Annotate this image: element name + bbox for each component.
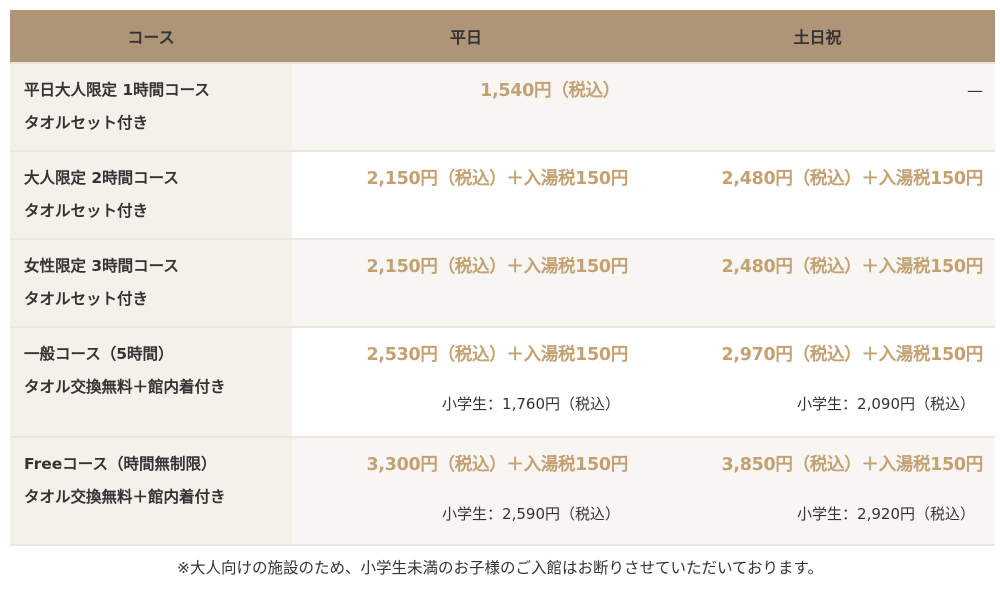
course-name: 一般コース（5時間） xyxy=(24,345,174,363)
course-name: 女性限定 3時間コース xyxy=(24,257,179,275)
footnote: ※大人向けの施設のため、小学生未満のお子様のご入館はお断りさせていただいておりま… xyxy=(176,559,823,577)
weekday-price: 2,530円（税込）＋入湯税150円 xyxy=(366,345,629,365)
weekday-price: 1,540円（税込） xyxy=(480,81,620,101)
weekday-price: 2,150円（税込）＋入湯税150円 xyxy=(366,257,629,277)
course-name: 平日大人限定 1時間コース xyxy=(24,81,210,99)
weekend-price: 2,480円（税込）＋入湯税150円 xyxy=(721,257,984,277)
weekend-price: 3,850円（税込）＋入湯税150円 xyxy=(721,455,984,475)
table-row: 女性限定 3時間コース タオルセット付き 2,150円（税込）＋入湯税150円 2… xyxy=(10,239,995,328)
course-sub: タオルセット付き xyxy=(24,114,149,132)
weekend-child-price: 小学生：2,090円（税込） xyxy=(797,395,975,413)
weekend-price: — xyxy=(967,81,983,100)
course-cell: 大人限定 2時間コース タオルセット付き xyxy=(10,151,292,240)
table-row: 一般コース（5時間） タオル交換無料＋館内着付き 2,530円（税込）＋入湯税15… xyxy=(10,327,995,438)
table-row: Freeコース（時間無制限） タオル交換無料＋館内着付き 3,300円（税込）＋入… xyxy=(10,437,995,546)
table-row: 平日大人限定 1時間コース タオルセット付き 1,540円（税込） — xyxy=(10,63,995,152)
weekend-child-price: 小学生：2,920円（税込） xyxy=(797,505,975,523)
weekday-price: 3,300円（税込）＋入湯税150円 xyxy=(366,455,629,475)
course-name: 大人限定 2時間コース xyxy=(24,169,179,187)
course-sub: タオル交換無料＋館内着付き xyxy=(24,488,226,506)
weekend-price: 2,970円（税込）＋入湯税150円 xyxy=(721,345,984,365)
course-cell: 平日大人限定 1時間コース タオルセット付き xyxy=(10,63,292,152)
weekday-child-price: 小学生：2,590円（税込） xyxy=(442,505,620,523)
course-sub: タオル交換無料＋館内着付き xyxy=(24,378,226,396)
table-row: 大人限定 2時間コース タオルセット付き 2,150円（税込）＋入湯税150円 2… xyxy=(10,151,995,240)
weekday-child-price: 小学生：1,760円（税込） xyxy=(442,395,620,413)
course-name: Freeコース（時間無制限） xyxy=(24,455,217,473)
header-course: コース xyxy=(10,10,292,64)
weekend-price: 2,480円（税込）＋入湯税150円 xyxy=(721,169,984,189)
header-weekday: 平日 xyxy=(292,10,640,64)
course-cell: 女性限定 3時間コース タオルセット付き xyxy=(10,239,292,328)
price-table: コース 平日 土日祝 平日大人限定 1時間コース タオルセット付き 1,540円（… xyxy=(10,10,995,546)
course-cell: Freeコース（時間無制限） タオル交換無料＋館内着付き xyxy=(10,437,292,546)
table-header: コース 平日 土日祝 xyxy=(10,10,995,64)
header-weekend: 土日祝 xyxy=(640,10,995,64)
weekday-price: 2,150円（税込）＋入湯税150円 xyxy=(366,169,629,189)
course-sub: タオルセット付き xyxy=(24,290,149,308)
course-sub: タオルセット付き xyxy=(24,202,149,220)
course-cell: 一般コース（5時間） タオル交換無料＋館内着付き xyxy=(10,327,292,438)
